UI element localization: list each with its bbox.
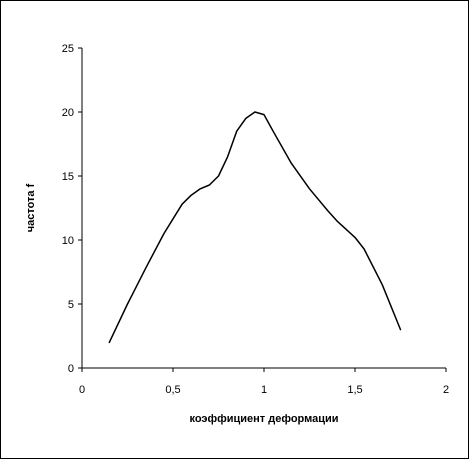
y-tick-label-3: 15 bbox=[62, 171, 74, 183]
y-tick-label-0: 0 bbox=[68, 363, 74, 375]
x-tick-label-0: 0 bbox=[79, 384, 85, 396]
y-tick-label-4: 20 bbox=[62, 107, 74, 119]
series-layer bbox=[108, 111, 402, 344]
axes bbox=[81, 48, 446, 369]
ticks bbox=[78, 47, 447, 372]
y-tick-label-2: 10 bbox=[62, 235, 74, 247]
y-tick-label-1: 5 bbox=[68, 299, 74, 311]
series-line-0 bbox=[108, 111, 402, 344]
y-tick-label-5: 25 bbox=[62, 43, 74, 55]
tick-labels: 0 5 10 15 20 25 0 0,5 1 1,5 2 bbox=[62, 43, 449, 396]
x-tick-label-3: 1,5 bbox=[347, 384, 362, 396]
x-tick-label-4: 2 bbox=[443, 384, 449, 396]
x-tick-label-2: 1 bbox=[261, 384, 267, 396]
x-tick-label-1: 0,5 bbox=[165, 384, 180, 396]
x-axis-title: коэффициент деформации bbox=[189, 413, 338, 425]
y-axis-title: частота f bbox=[25, 183, 37, 232]
